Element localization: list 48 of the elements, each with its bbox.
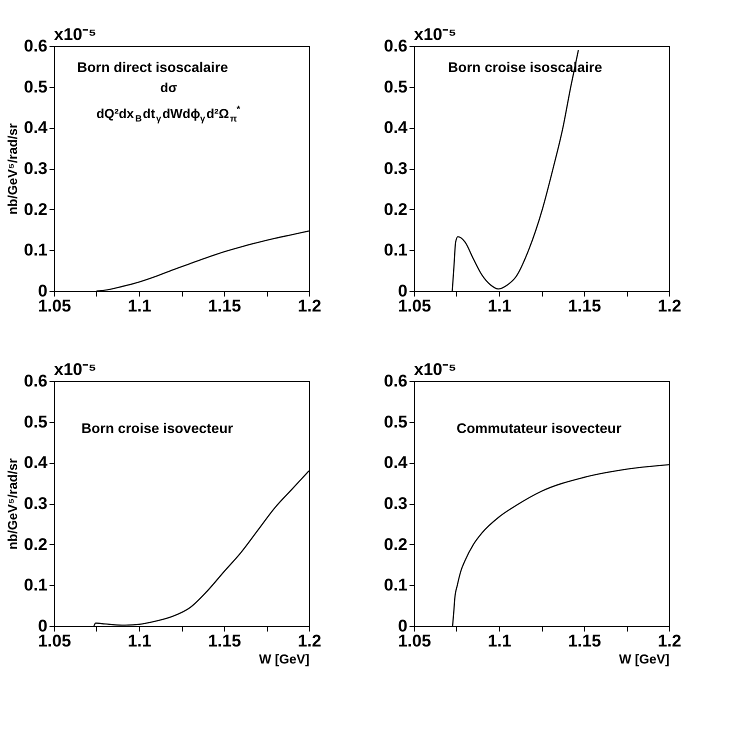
annotation: Born direct isoscalaire — [77, 59, 228, 75]
y-tick-label: 0.1 — [24, 576, 48, 595]
y-tick-label: 0.2 — [24, 534, 48, 554]
x-axis-title: W [GeV] — [258, 652, 310, 666]
x-tick-label: 1.2 — [658, 632, 682, 650]
y-tick-label: 0.3 — [24, 159, 48, 178]
annotation: Born croise isovecteur — [81, 420, 234, 436]
y-tick-label: 0.5 — [384, 412, 408, 432]
y-tick-label: 0.6 — [384, 372, 408, 390]
y-tick-label: 0.6 — [24, 372, 48, 390]
text: x10⁻⁵ — [54, 360, 96, 379]
x-axis-title: W [GeV] — [618, 652, 670, 666]
y-tick-label: 0.4 — [384, 118, 408, 138]
y-tick-label: 0.2 — [24, 200, 48, 219]
y-axis-title: nb/GeV⁵/rad/sr — [4, 123, 20, 215]
y-tick-label: 0.5 — [24, 77, 48, 96]
text: x10⁻⁵ — [54, 25, 96, 44]
y-tick-label: 0.5 — [24, 412, 48, 432]
y-tick-label: 0.6 — [384, 36, 408, 56]
y-tick-label: 0.3 — [24, 494, 48, 513]
text: x10⁻⁵ — [414, 25, 456, 44]
x-tick-label: 1.2 — [658, 296, 682, 316]
y-tick-label: 0.2 — [384, 534, 408, 554]
y-tick-label: 0.5 — [384, 77, 408, 96]
x-tick-label: 1.1 — [128, 296, 152, 316]
x-tick-label: 1.15 — [208, 296, 242, 316]
y-tick-label: 0.6 — [24, 36, 48, 56]
y-tick-label: 0.4 — [384, 453, 408, 472]
x-tick-label: 1.15 — [568, 632, 602, 650]
x-tick-label: 1.2 — [298, 296, 322, 316]
x-tick-label: 1.1 — [128, 632, 152, 650]
x-tick-label: 1.15 — [568, 296, 602, 316]
x-tick-label: 1.2 — [298, 632, 322, 650]
y-tick-label: 0.4 — [24, 118, 48, 138]
annotation: Commutateur isovecteur — [456, 420, 622, 436]
y-tick-label: 0.1 — [24, 240, 48, 260]
y-tick-label: 0.1 — [384, 576, 408, 595]
annotation: dσ — [160, 80, 178, 95]
y-tick-label: 0.3 — [384, 494, 408, 513]
y-axis-title: nb/GeV⁵/rad/sr — [4, 458, 20, 550]
x-tick-label: 1.15 — [208, 632, 242, 650]
y-tick-label: 0.3 — [384, 159, 408, 178]
text: x10⁻⁵ — [414, 360, 456, 379]
y-tick-label: 0.1 — [384, 240, 408, 260]
x-tick-label: 1.1 — [488, 296, 512, 316]
x-tick-label: 1.1 — [488, 632, 512, 650]
y-tick-label: 0.4 — [24, 453, 48, 472]
y-tick-label: 0.2 — [384, 200, 408, 219]
